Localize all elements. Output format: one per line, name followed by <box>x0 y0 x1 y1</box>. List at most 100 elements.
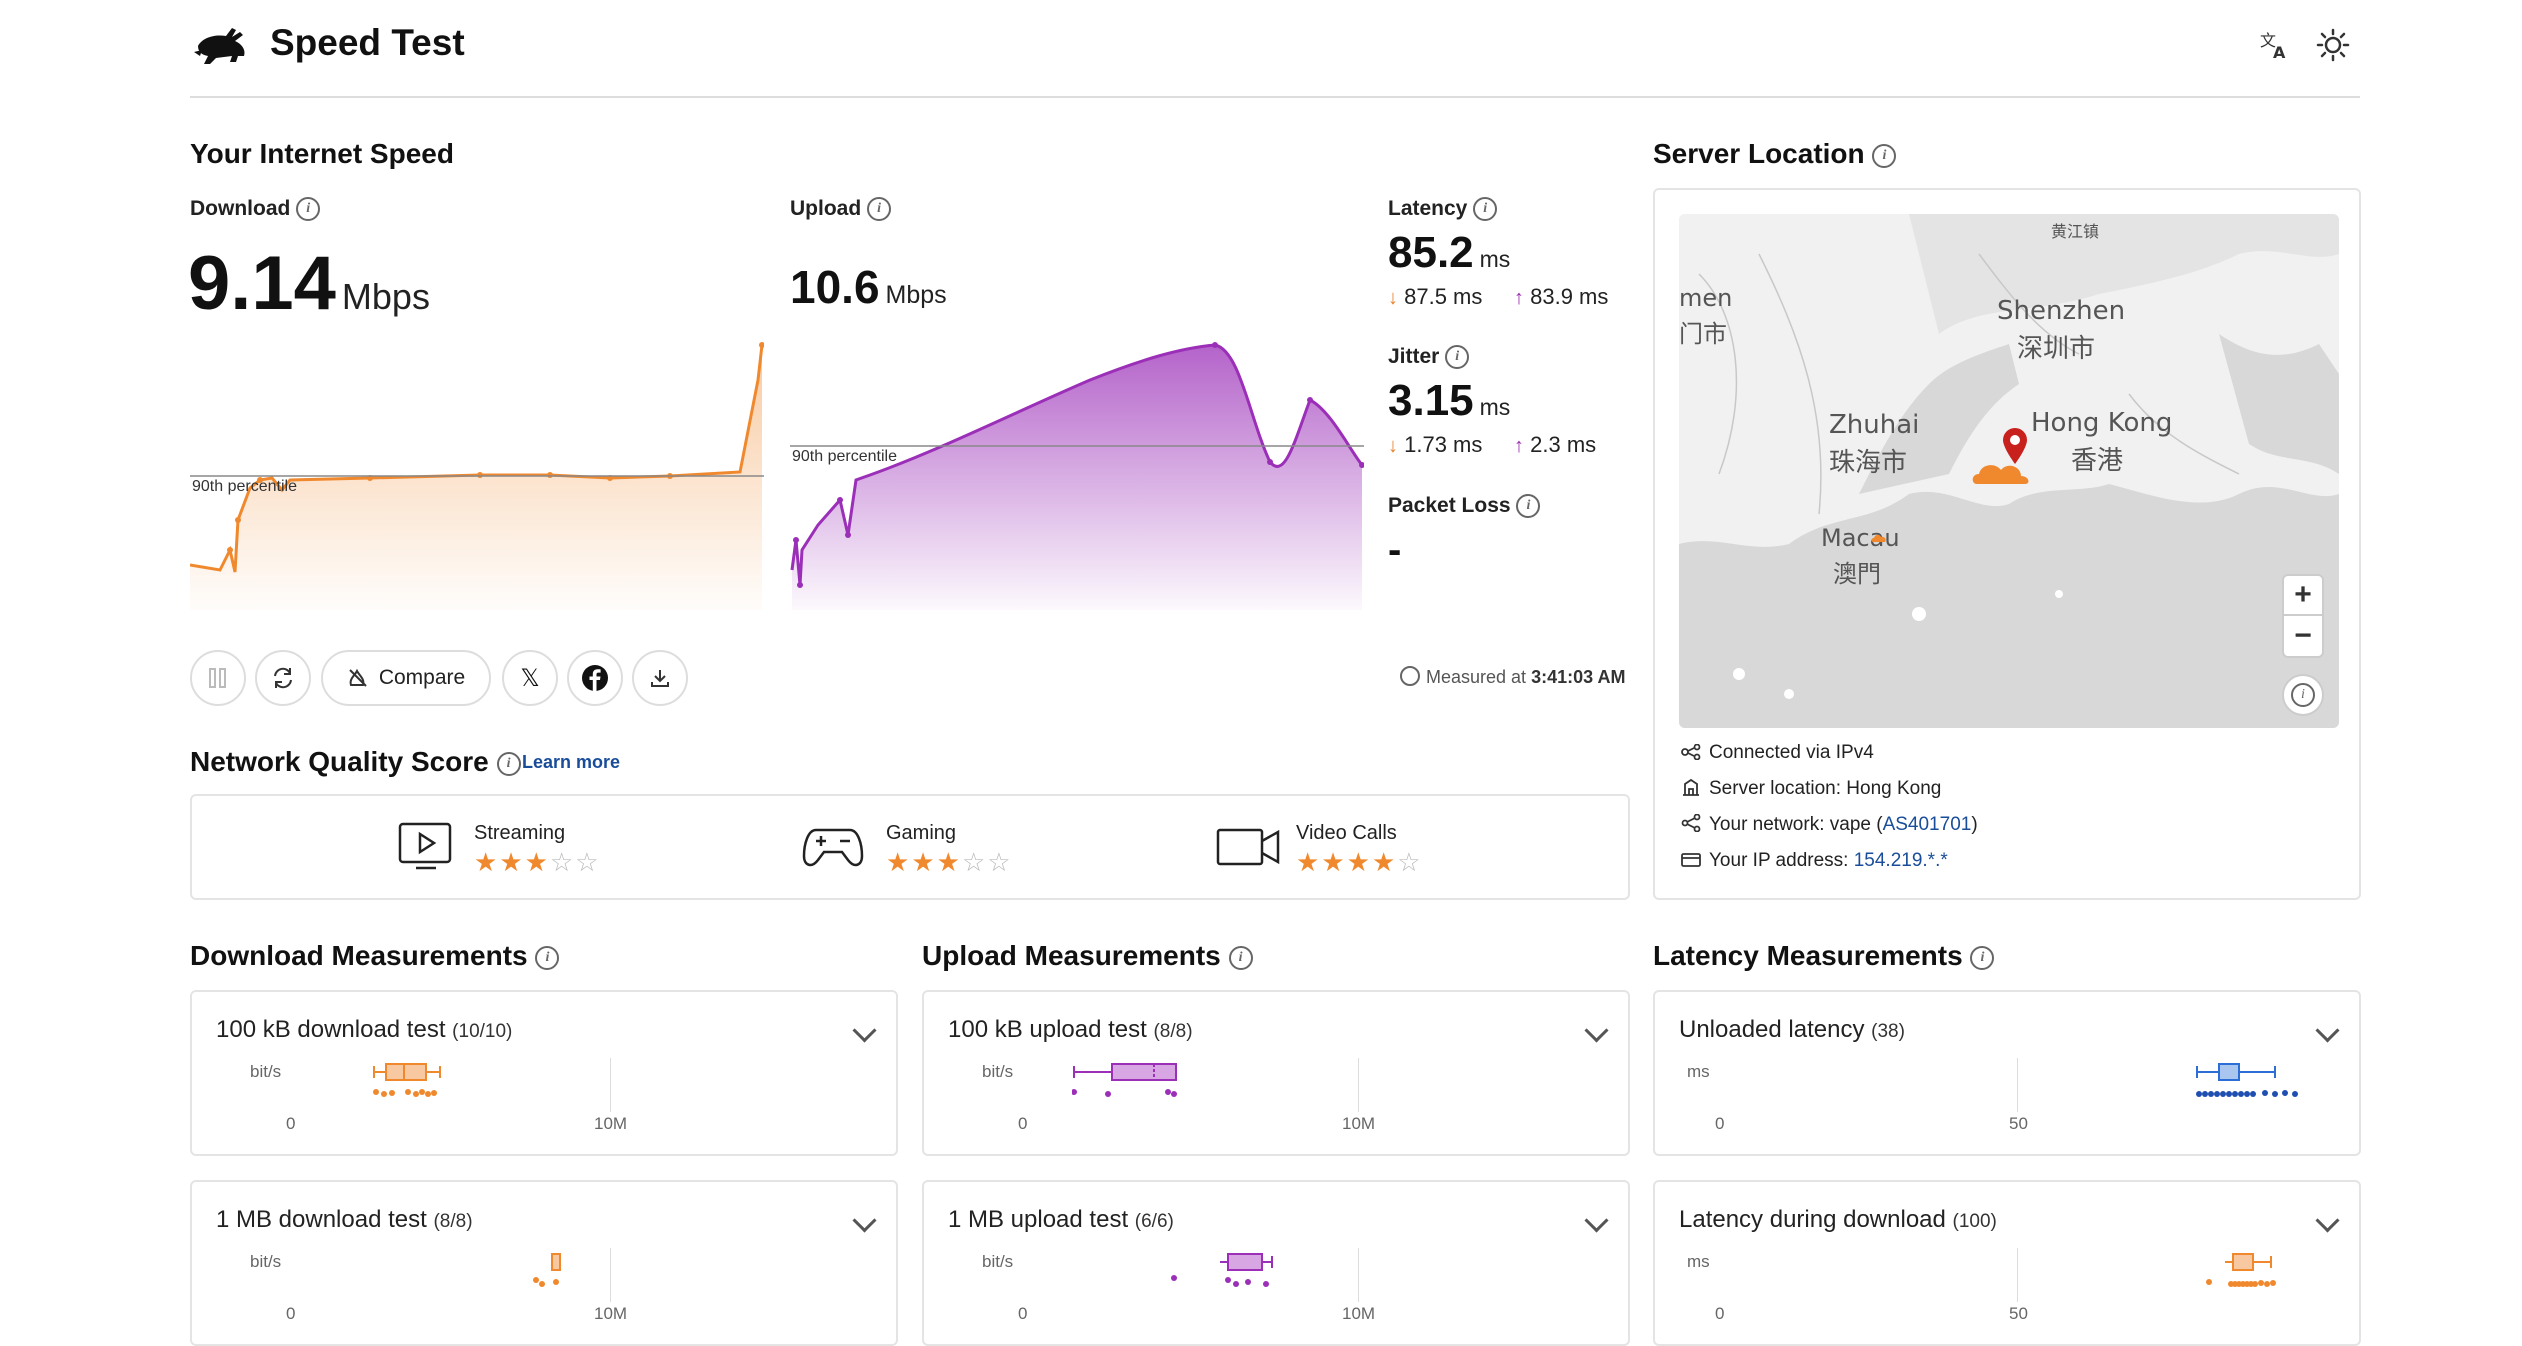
download-results-button[interactable] <box>632 650 688 706</box>
map-label-hongkong-zh: 香港 <box>2071 446 2124 476</box>
map-label-macau-en: Macau <box>1821 524 1900 552</box>
arrow-up-icon: ↑ <box>1514 287 1524 309</box>
map-label-shenzhen-zh: 深圳市 <box>2017 334 2096 364</box>
latency-value: 85.2 ms <box>1388 228 1511 277</box>
test-title: 100 kB upload test (8/8) <box>948 1016 1193 1043</box>
chevron-down-icon[interactable] <box>2315 1208 2340 1233</box>
card-icon <box>1681 852 1701 868</box>
star-filled-icon: ★ <box>474 848 498 878</box>
axis-min: 0 <box>1715 1114 1725 1133</box>
axis-gridline <box>1358 1248 1359 1302</box>
share-x-button[interactable]: 𝕏 <box>502 650 558 706</box>
axis-gridline <box>610 1248 611 1302</box>
speed-section-title: Your Internet Speed <box>190 138 454 169</box>
info-icon[interactable]: i <box>1228 945 1253 970</box>
star-empty-icon: ☆ <box>961 848 986 878</box>
star-filled-icon: ★ <box>911 848 935 878</box>
info-icon[interactable]: i <box>535 945 560 970</box>
restart-button[interactable] <box>255 650 311 706</box>
compare-icon <box>349 668 367 687</box>
unloaded-latency-card[interactable]: Unloaded latency (38) ms 0 50 <box>1653 990 2361 1156</box>
compare-button[interactable]: Compare <box>321 650 491 706</box>
x-logo-icon: 𝕏 <box>520 664 540 692</box>
map-attribution-button[interactable]: i <box>2282 674 2324 716</box>
star-empty-icon: ☆ <box>575 848 599 878</box>
chevron-down-icon[interactable] <box>852 1018 877 1043</box>
upload-chart: 90th percentile <box>790 330 1365 610</box>
info-icon[interactable]: i <box>1473 197 1498 222</box>
upload-measurements-title: Upload Measurements i <box>922 940 1253 972</box>
star-filled-icon: ★ <box>886 848 910 878</box>
axis-gridline <box>2017 1248 2018 1302</box>
boxplot-icon <box>1171 1253 1273 1287</box>
test-title: 1 MB upload test (6/6) <box>948 1206 1174 1233</box>
video-calls-label: Video Calls <box>1296 822 1397 844</box>
download-1mb-card[interactable]: 1 MB download test (8/8) bit/s 0 10M <box>190 1180 898 1346</box>
star-filled-icon: ★ <box>936 848 960 878</box>
download-chart: 90th percentile <box>189 340 765 610</box>
small-cloud-icon <box>1871 530 1887 548</box>
axis-min: 0 <box>1018 1114 1028 1133</box>
axis-gridline <box>2017 1058 2018 1112</box>
learn-more-link[interactable]: Learn more <box>522 752 621 772</box>
plus-icon: + <box>2294 578 2312 611</box>
info-icon[interactable]: i <box>496 751 521 776</box>
info-icon[interactable]: i <box>1516 494 1541 519</box>
axis-min: 0 <box>286 1304 296 1323</box>
zoom-in-button[interactable]: + <box>2282 574 2324 616</box>
axis-max: 10M <box>594 1114 628 1133</box>
axis-min: 0 <box>1018 1304 1028 1323</box>
upload-1mb-card[interactable]: 1 MB upload test (6/6) bit/s 0 10M <box>922 1180 1630 1346</box>
chevron-down-icon[interactable] <box>852 1208 877 1233</box>
pause-button[interactable] <box>190 650 246 706</box>
map-label-zhuhai-en: Zhuhai <box>1829 410 1920 440</box>
share-facebook-button[interactable] <box>567 650 623 706</box>
packet-loss-value: - <box>1388 528 1402 572</box>
zoom-out-button[interactable]: − <box>2282 616 2324 658</box>
chevron-down-icon[interactable] <box>1584 1018 1609 1043</box>
info-icon[interactable]: i <box>867 197 892 222</box>
map-label-hongkong-en: Hong Kong <box>2031 408 2173 438</box>
svg-text:文: 文 <box>2260 31 2276 50</box>
chevron-down-icon[interactable] <box>2315 1018 2340 1043</box>
axis-unit: ms <box>1687 1252 1710 1271</box>
network-quality-title: Network Quality Score i <box>190 746 521 778</box>
gamepad-icon <box>802 822 864 877</box>
minus-icon: − <box>2294 619 2312 652</box>
test-title: 1 MB download test (8/8) <box>216 1206 473 1233</box>
boxplot-icon <box>373 1063 441 1097</box>
axis-unit: bit/s <box>250 1252 282 1271</box>
as-number-link[interactable]: AS401701 <box>1882 814 1972 835</box>
axis-unit: bit/s <box>982 1252 1014 1271</box>
chevron-down-icon[interactable] <box>1584 1208 1609 1233</box>
gaming-label: Gaming <box>886 822 957 844</box>
connected-via: Connected via IPv4 <box>1681 742 1874 764</box>
latency-up-value: ↑ 83.9 ms <box>1514 284 1609 309</box>
your-network-row: Your network: vape (AS401701) <box>1681 813 1978 836</box>
info-icon[interactable]: i <box>1445 345 1470 370</box>
building-icon <box>1681 778 1701 796</box>
video-calls-stars: ★★★★☆ <box>1296 848 1423 878</box>
info-icon[interactable]: i <box>1970 945 1995 970</box>
upload-100kb-card[interactable]: 100 kB upload test (8/8) bit/s 0 10M <box>922 990 1630 1156</box>
download-100kb-card[interactable]: 100 kB download test (10/10) bit/s 0 10M <box>190 990 898 1156</box>
latency-during-download-card[interactable]: Latency during download (100) ms 0 50 <box>1653 1180 2361 1346</box>
axis-unit: bit/s <box>982 1062 1014 1081</box>
star-empty-icon: ☆ <box>987 848 1011 878</box>
download-icon <box>651 670 669 687</box>
svg-text:A: A <box>2273 43 2286 62</box>
theme-toggle-icon[interactable] <box>2316 28 2350 62</box>
boxplot-icon <box>2196 1063 2298 1097</box>
axis-min: 0 <box>1715 1304 1725 1323</box>
axis-max: 10M <box>1342 1304 1376 1323</box>
info-icon: i <box>2291 683 2315 707</box>
star-filled-icon: ★ <box>1296 848 1320 878</box>
info-icon[interactable]: i <box>296 197 321 222</box>
upload-value: 10.6 Mbps <box>790 261 947 313</box>
server-location-row: Server location: Hong Kong <box>1681 778 1941 800</box>
info-icon[interactable]: i <box>1872 143 1897 168</box>
location-pin-icon <box>2001 426 2029 471</box>
server-map[interactable]: 黄江镇 men 门市 Shenzhen 深圳市 Zhuhai 珠海市 Hong … <box>1679 214 2339 728</box>
cloud-marker-icon <box>1971 456 2031 491</box>
